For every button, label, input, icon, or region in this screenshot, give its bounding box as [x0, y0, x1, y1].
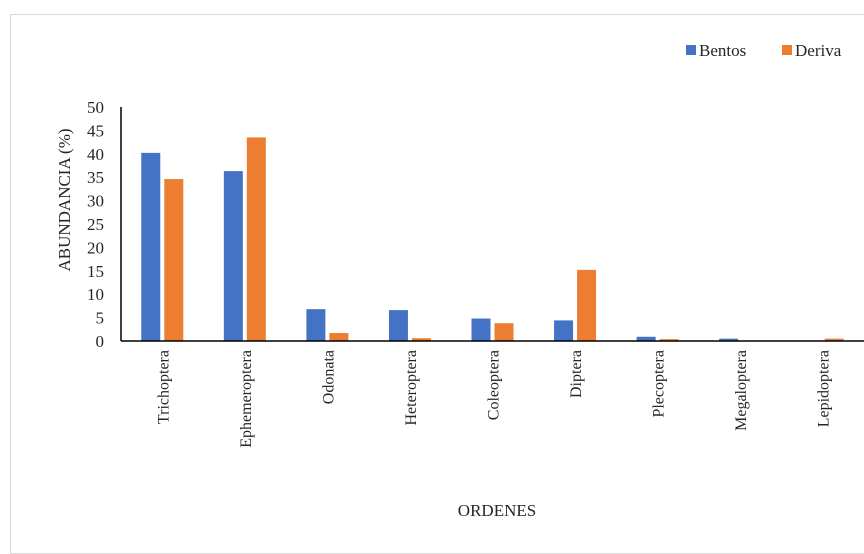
legend: Bentos Deriva [686, 41, 842, 60]
bar-bentos-coleoptera [472, 319, 491, 341]
legend-label-deriva: Deriva [795, 41, 842, 60]
bar-bentos-diptera [554, 320, 573, 341]
x-tick-label: Trichoptera [155, 350, 172, 424]
bar-bentos-heteroptera [389, 310, 408, 341]
x-tick-label: Ephemeroptera [238, 350, 255, 448]
x-tick-label: Heteroptera [403, 350, 420, 426]
bar-deriva-diptera [577, 270, 596, 341]
x-tick-label: Odonata [320, 350, 337, 404]
y-tick-label: 10 [87, 285, 104, 304]
bar-deriva-trichoptera [164, 179, 183, 341]
legend-label-bentos: Bentos [699, 41, 746, 60]
y-tick-label: 45 [87, 121, 104, 140]
x-axis-title: ORDENES [458, 501, 536, 520]
y-tick-label: 20 [87, 238, 104, 257]
y-axis-title: ABUNDANCIA (%) [55, 128, 74, 271]
y-tick-label: 0 [96, 332, 105, 351]
x-tick-label: Coleoptera [486, 350, 503, 420]
x-tick-label: Diptera [568, 350, 585, 398]
bar-bentos-odonata [306, 309, 325, 341]
bar-deriva-coleoptera [495, 323, 514, 341]
y-tick-label: 35 [87, 168, 104, 187]
x-tick-label: Lepidoptera [816, 350, 833, 427]
x-axis-labels: Trichoptera Ephemeroptera Odonata Heteropte… [155, 350, 832, 448]
y-tick-label: 15 [87, 262, 104, 281]
y-tick-label: 25 [87, 215, 104, 234]
legend-swatch-deriva [782, 45, 792, 55]
bar-bentos-ephemeroptera [224, 171, 243, 341]
bars [141, 137, 843, 341]
y-tick-label: 40 [87, 145, 104, 164]
bar-bentos-trichoptera [141, 153, 160, 341]
y-tick-label: 50 [87, 98, 104, 117]
y-axis-ticks: 0 5 10 15 20 25 30 35 40 45 50 [87, 98, 104, 351]
x-tick-label: Plecoptera [651, 350, 668, 418]
y-tick-label: 5 [96, 309, 105, 328]
x-tick-label: Megaloptera [733, 350, 750, 431]
bar-deriva-ephemeroptera [247, 137, 266, 341]
legend-swatch-bentos [686, 45, 696, 55]
bar-deriva-odonata [329, 333, 348, 341]
y-tick-label: 30 [87, 192, 104, 211]
